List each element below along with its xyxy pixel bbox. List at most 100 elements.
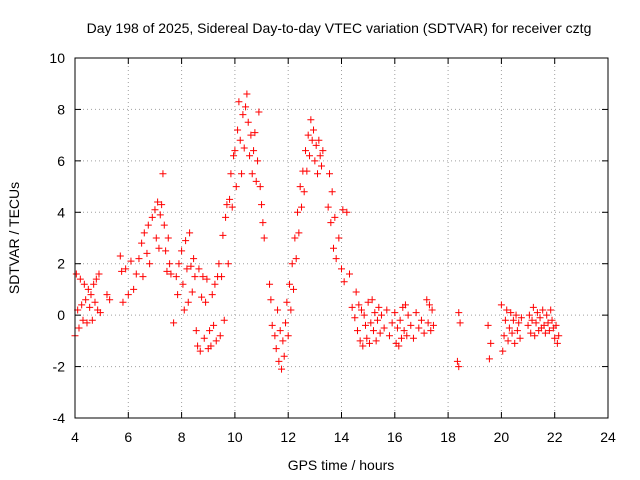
data-point xyxy=(184,298,192,306)
chart-title: Day 198 of 2025, Sidereal Day-to-day VTE… xyxy=(87,20,592,36)
data-point xyxy=(224,260,232,268)
data-point xyxy=(512,311,520,319)
x-tick-label: 22 xyxy=(547,429,563,445)
y-tick-label: 4 xyxy=(57,204,65,220)
data-point xyxy=(540,321,548,329)
data-point xyxy=(485,355,493,363)
data-point xyxy=(80,280,88,288)
data-point xyxy=(251,129,259,137)
data-point xyxy=(86,303,94,311)
data-point xyxy=(243,90,251,98)
data-point xyxy=(508,329,516,337)
data-point xyxy=(528,316,536,324)
data-point xyxy=(375,303,383,311)
data-point xyxy=(122,265,130,273)
data-point xyxy=(428,306,436,314)
data-point xyxy=(357,306,365,314)
data-point xyxy=(338,265,345,273)
data-point xyxy=(497,301,505,309)
data-point xyxy=(425,301,433,309)
data-point xyxy=(200,334,208,342)
data-point xyxy=(144,221,152,229)
data-point xyxy=(353,327,361,335)
data-point xyxy=(180,306,188,314)
data-point xyxy=(536,314,544,322)
data-point xyxy=(517,314,525,322)
data-point xyxy=(242,103,250,111)
data-point xyxy=(228,203,236,211)
data-point xyxy=(555,332,563,340)
data-point xyxy=(545,327,553,335)
data-point xyxy=(351,314,359,322)
data-point xyxy=(268,321,276,329)
data-point xyxy=(372,337,380,345)
data-point xyxy=(276,327,284,335)
data-point xyxy=(360,311,368,319)
data-point xyxy=(267,296,275,304)
data-point xyxy=(308,136,316,144)
y-tick-label: 10 xyxy=(49,50,65,66)
data-point xyxy=(135,255,143,263)
data-point xyxy=(553,339,561,347)
data-point xyxy=(75,324,83,332)
y-tick-labels: -4 -2 0 2 4 6 8 10 xyxy=(49,50,65,426)
data-point xyxy=(302,147,310,155)
x-tick-labels: 4 6 8 10 12 14 16 18 20 22 24 xyxy=(71,429,616,445)
data-point xyxy=(210,321,218,329)
data-point xyxy=(543,311,551,319)
data-point xyxy=(515,319,523,327)
data-point xyxy=(250,147,258,155)
data-point xyxy=(192,327,200,335)
data-point xyxy=(207,342,215,350)
data-point xyxy=(196,347,204,355)
data-point xyxy=(319,147,327,155)
data-point xyxy=(174,291,182,299)
data-point xyxy=(132,270,140,278)
data-point xyxy=(365,339,373,347)
data-point xyxy=(511,339,519,347)
data-point xyxy=(238,170,246,178)
data-point xyxy=(283,298,291,306)
data-point xyxy=(103,291,111,299)
data-point xyxy=(533,309,541,317)
data-point xyxy=(298,203,306,211)
y-tick-label: -4 xyxy=(53,410,66,426)
data-point xyxy=(295,229,303,237)
data-point xyxy=(395,342,403,350)
data-point xyxy=(163,267,171,275)
data-point xyxy=(256,183,264,191)
data-point xyxy=(391,309,399,317)
data-point xyxy=(191,273,199,281)
data-point xyxy=(92,275,100,283)
y-axis-label: SDTVAR / TECUs xyxy=(6,182,22,294)
data-point xyxy=(548,316,556,324)
data-point xyxy=(294,208,302,216)
data-point xyxy=(484,321,492,329)
data-point xyxy=(212,337,220,345)
data-point xyxy=(222,213,230,221)
data-point xyxy=(396,316,404,324)
data-point xyxy=(186,229,194,237)
data-point xyxy=(206,327,214,335)
data-point xyxy=(504,337,512,345)
data-point xyxy=(130,285,138,293)
data-point xyxy=(501,316,509,324)
data-point xyxy=(95,270,103,278)
data-point xyxy=(328,188,336,196)
data-point xyxy=(316,152,324,160)
data-points xyxy=(71,90,563,373)
data-point xyxy=(182,237,190,245)
data-point xyxy=(152,234,160,242)
data-point xyxy=(532,319,540,327)
data-point xyxy=(274,306,282,314)
data-point xyxy=(127,257,135,265)
y-tick-label: -2 xyxy=(53,359,66,375)
data-point xyxy=(539,306,547,314)
data-point xyxy=(407,321,415,329)
data-point xyxy=(424,319,432,327)
data-point xyxy=(248,170,256,178)
data-point xyxy=(524,321,532,329)
y-tick-label: 2 xyxy=(57,256,65,272)
data-point xyxy=(427,327,435,335)
